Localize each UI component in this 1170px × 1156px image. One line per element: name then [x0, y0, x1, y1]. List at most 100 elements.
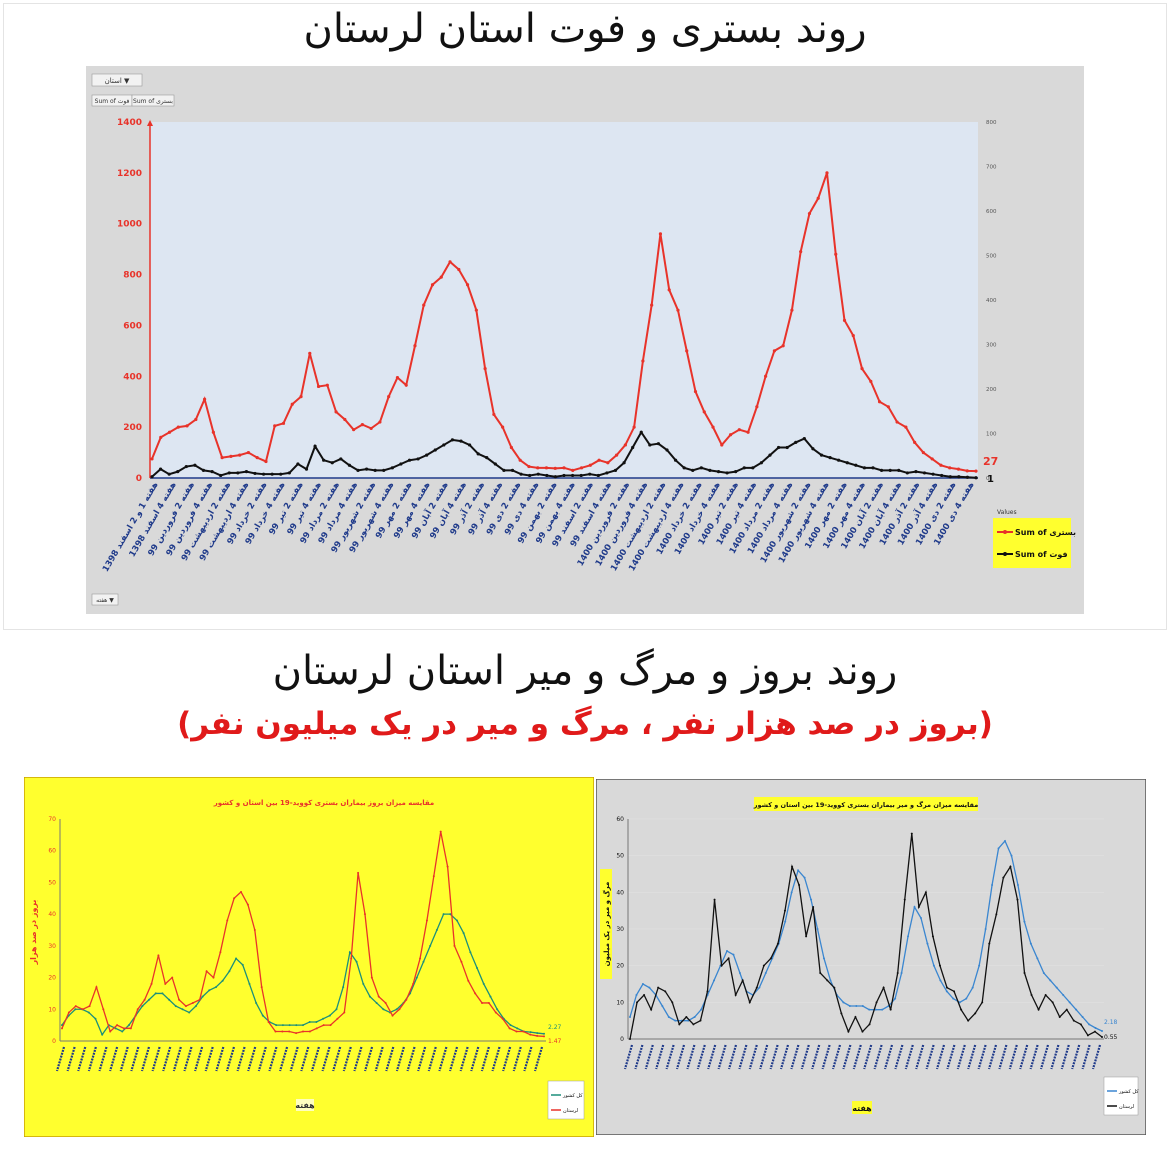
right-axis-tick-label: 0 [986, 476, 990, 482]
point-hospitalized [737, 428, 741, 432]
mortality-end-label-province: 0.55 [1104, 1034, 1118, 1041]
point-province [706, 990, 709, 993]
point-hospitalized [632, 425, 636, 429]
x-axis-tick-label [842, 1044, 852, 1070]
x-axis-tick-label [310, 1046, 320, 1072]
field-button-death[interactable]: Sum of فوت [91, 94, 133, 107]
point-country [148, 998, 151, 1001]
point-deaths [605, 471, 609, 475]
point-province [1023, 972, 1026, 974]
point-hospitalized [413, 344, 417, 348]
point-country [382, 1008, 385, 1011]
mortality-ylabel: مرگ و میر در یک میلیون [602, 882, 611, 967]
point-province [240, 890, 243, 893]
point-country [208, 989, 211, 992]
point-province [350, 957, 353, 960]
point-hospitalized [229, 454, 233, 458]
y-axis-tick-label: 0 [52, 1038, 56, 1045]
point-deaths [828, 456, 832, 460]
point-province [274, 1030, 277, 1033]
point-country [1075, 1008, 1078, 1011]
x-axis-tick-label [623, 1044, 634, 1070]
point-hospitalized [159, 435, 163, 439]
x-axis-tick-label [470, 1046, 480, 1072]
y-axis-tick-label: 0 [620, 1036, 624, 1043]
point-hospitalized [395, 375, 400, 380]
point-province [391, 1014, 394, 1017]
x-axis-tick-label [480, 1046, 490, 1072]
y-axis-tick-label: 30 [616, 926, 624, 933]
point-province [439, 830, 442, 833]
point-province [1051, 1001, 1054, 1004]
point-province [953, 990, 956, 993]
point-deaths [270, 472, 274, 476]
x-axis-tick-label [821, 1044, 831, 1070]
filter-button[interactable]: استان ▼ [91, 73, 143, 87]
right-axis-tick-label: 300 [986, 343, 997, 349]
point-deaths [416, 457, 420, 461]
point-province [798, 884, 801, 886]
incidence-chart-area [24, 777, 594, 1137]
point-province [315, 1027, 318, 1030]
point-country [94, 1017, 97, 1020]
x-axis-tick-label [257, 1046, 267, 1072]
x-axis-tick-label [183, 1046, 193, 1072]
point-hospitalized [930, 457, 934, 461]
point-province [522, 1030, 525, 1033]
point-hospitalized [650, 303, 654, 307]
point-deaths [940, 473, 944, 478]
point-province [910, 832, 913, 835]
point-country [700, 1008, 703, 1011]
point-hospitalized [834, 252, 838, 256]
point-deaths [425, 453, 429, 457]
point-country [74, 1008, 77, 1011]
point-province [755, 986, 758, 989]
point-deaths [725, 471, 729, 475]
point-hospitalized [693, 389, 698, 394]
point-hospitalized [851, 334, 855, 338]
point-hospitalized [562, 466, 566, 470]
point-country [308, 1020, 311, 1023]
point-deaths [656, 442, 661, 446]
x-axis-tick-label [1039, 1044, 1050, 1070]
x-axis-tick-label [883, 1044, 894, 1070]
point-deaths [493, 462, 497, 466]
point-hospitalized [369, 426, 373, 431]
point-hospitalized [465, 283, 470, 287]
incidence-chart: مقایسه میزان بروز بیماران بستری کووید-19… [24, 777, 594, 1137]
point-hospitalized [202, 397, 207, 401]
point-country [855, 1005, 858, 1007]
point-hospitalized [501, 425, 505, 429]
point-hospitalized [685, 349, 689, 353]
left-axis-tick-label: 800 [123, 271, 142, 281]
point-country [302, 1024, 304, 1027]
point-country [87, 1011, 90, 1014]
mortality-end-label-country: 2.18 [1104, 1019, 1118, 1026]
point-province [432, 875, 435, 878]
point-province [1002, 876, 1005, 879]
point-deaths [811, 447, 815, 451]
point-hospitalized [974, 469, 978, 473]
point-deaths [364, 467, 369, 471]
point-province [67, 1011, 70, 1014]
point-hospitalized [571, 468, 575, 472]
point-hospitalized [308, 351, 312, 355]
point-hospitalized [597, 458, 601, 462]
point-hospitalized [579, 466, 584, 470]
point-country [281, 1024, 284, 1027]
x-axis-tick-label [491, 1046, 501, 1072]
y-axis-tick-label: 70 [48, 816, 56, 823]
week-field-button[interactable]: هفته ▼ [91, 593, 119, 606]
incidence-title: مقایسه میزان بروز بیماران بستری کووید-19… [213, 799, 434, 807]
point-deaths [502, 468, 506, 472]
point-country [1023, 920, 1026, 923]
point-hospitalized [720, 443, 724, 447]
point-hospitalized [518, 458, 522, 462]
point-hospitalized [755, 405, 759, 409]
incidence-xlabel-box [296, 1099, 314, 1111]
field-button-death-label: Sum of فوت [95, 98, 130, 105]
field-button-hosp[interactable]: Sum of بستری [131, 94, 175, 107]
point-country [275, 1024, 278, 1027]
point-hospitalized [474, 308, 478, 312]
point-hospitalized [825, 171, 829, 175]
